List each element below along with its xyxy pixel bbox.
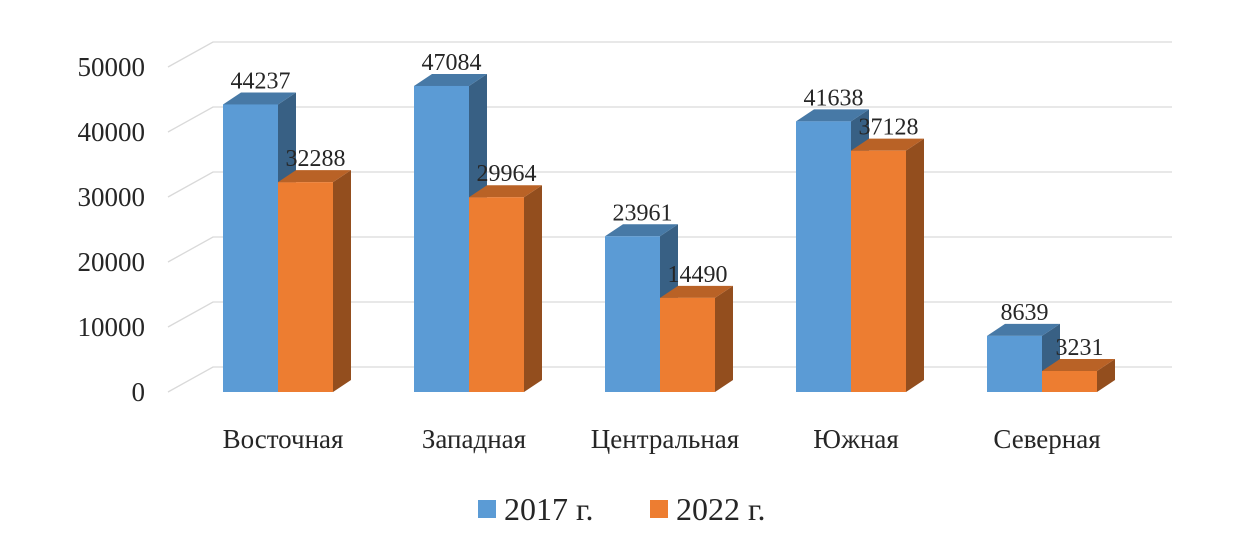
bar-top — [605, 224, 678, 237]
legend-swatch — [650, 500, 668, 518]
bar-front — [1042, 370, 1097, 392]
bar-front — [987, 335, 1042, 392]
data-label: 3231 — [1056, 335, 1104, 361]
bars — [223, 73, 1115, 392]
data-label: 44237 — [231, 68, 291, 94]
data-labels: 44237 32288 47084 29964 23961 14490 41638 37128… — [231, 50, 1104, 361]
data-label: 41638 — [804, 85, 864, 111]
bar-front — [469, 197, 524, 392]
bar-top — [223, 92, 296, 105]
bar — [851, 138, 924, 392]
bar-front — [796, 121, 851, 392]
bar — [1042, 358, 1115, 392]
data-label: 29964 — [477, 161, 537, 187]
x-axis-categories: Восточная Западная Центральная Южная Северна… — [223, 424, 1101, 454]
bar-top — [469, 185, 542, 198]
bar-front — [851, 150, 906, 392]
bar-front — [414, 85, 469, 392]
data-label: 37128 — [859, 115, 919, 141]
x-tick-label: Северная — [993, 424, 1100, 454]
y-tick-label: 40000 — [78, 117, 146, 147]
bar-front — [660, 297, 715, 392]
bar-top — [660, 285, 733, 298]
legend-swatch — [478, 500, 496, 518]
bar-top — [414, 73, 487, 86]
y-tick-label: 30000 — [78, 182, 146, 212]
data-label: 23961 — [613, 200, 673, 226]
data-label: 14490 — [668, 262, 728, 288]
bar-front — [278, 182, 333, 392]
data-label: 32288 — [286, 146, 346, 172]
gridline — [167, 106, 1172, 133]
bar-side — [524, 185, 542, 392]
bar-front — [605, 236, 660, 392]
bar-top — [1042, 358, 1115, 371]
legend: 2017 г. 2022 г. — [478, 491, 766, 527]
bar-side — [906, 138, 924, 392]
x-tick-label: Восточная — [223, 424, 344, 454]
bar — [469, 185, 542, 392]
bar-side — [1097, 358, 1115, 392]
y-tick-label: 50000 — [78, 52, 146, 82]
legend-label: 2017 г. — [504, 491, 594, 527]
y-axis-ticks: 0 10000 20000 30000 40000 50000 — [78, 52, 146, 407]
data-label: 47084 — [422, 50, 482, 76]
bar-side — [333, 170, 351, 392]
bar — [278, 170, 351, 392]
bar-top — [851, 138, 924, 151]
y-tick-label: 0 — [132, 377, 146, 407]
bar-top — [278, 170, 351, 183]
x-tick-label: Центральная — [591, 424, 739, 454]
bar-side — [715, 285, 733, 392]
x-tick-label: Западная — [422, 424, 526, 454]
y-tick-label: 20000 — [78, 247, 146, 277]
bar-front — [223, 104, 278, 392]
x-tick-label: Южная — [813, 424, 899, 454]
gridline — [167, 41, 1172, 68]
y-tick-label: 10000 — [78, 312, 146, 342]
legend-label: 2022 г. — [676, 491, 766, 527]
bar-top — [987, 323, 1060, 336]
data-label: 8639 — [1001, 300, 1049, 326]
bar — [660, 285, 733, 392]
bar-top — [796, 109, 869, 122]
